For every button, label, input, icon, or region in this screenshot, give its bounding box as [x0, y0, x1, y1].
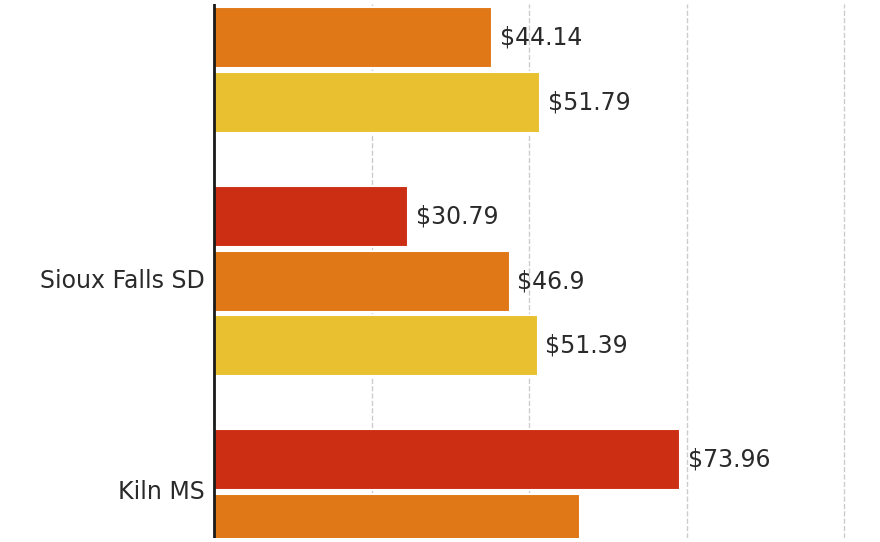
Bar — [214, 72, 540, 133]
Bar — [214, 250, 510, 312]
Text: $46.9: $46.9 — [517, 269, 584, 293]
Text: Sioux Falls SD: Sioux Falls SD — [40, 269, 204, 293]
Text: $51.39: $51.39 — [546, 334, 628, 358]
Text: $51.79: $51.79 — [548, 91, 631, 114]
Text: $44.14: $44.14 — [500, 26, 583, 50]
Bar — [214, 315, 538, 376]
Text: $30.79: $30.79 — [415, 204, 498, 228]
Text: $73.96: $73.96 — [688, 448, 770, 472]
Bar — [214, 186, 408, 247]
Bar — [214, 429, 680, 491]
Text: Kiln MS: Kiln MS — [118, 480, 204, 504]
Bar — [214, 7, 492, 68]
Bar — [214, 494, 580, 542]
